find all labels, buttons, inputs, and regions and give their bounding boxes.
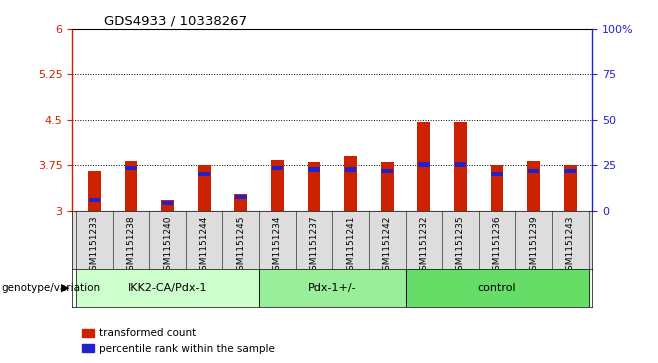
Text: control: control [478, 283, 517, 293]
Text: GSM1151237: GSM1151237 [309, 215, 318, 276]
Bar [235, 195, 247, 199]
Bar [527, 161, 540, 211]
Text: GSM1151238: GSM1151238 [126, 215, 136, 276]
Bar [492, 172, 503, 176]
Text: GSM1151235: GSM1151235 [456, 215, 465, 276]
Text: GSM1151234: GSM1151234 [273, 215, 282, 276]
Legend: transformed count, percentile rank within the sample: transformed count, percentile rank withi… [78, 324, 280, 358]
Bar [161, 200, 174, 211]
Bar [308, 167, 320, 172]
Bar [234, 193, 247, 211]
Bar [565, 169, 576, 174]
Bar [405, 269, 588, 307]
Text: GSM1151241: GSM1151241 [346, 215, 355, 276]
Bar [272, 166, 283, 170]
Text: GSM1151242: GSM1151242 [383, 215, 392, 276]
Text: GSM1151232: GSM1151232 [419, 215, 428, 276]
Text: genotype/variation: genotype/variation [1, 283, 101, 293]
Bar [491, 165, 503, 211]
Bar [344, 156, 357, 211]
Text: GSM1151233: GSM1151233 [90, 215, 99, 276]
Bar [76, 269, 259, 307]
Bar [162, 201, 173, 205]
Bar [528, 169, 540, 174]
Bar [417, 122, 430, 211]
Bar [454, 122, 467, 211]
Bar [259, 269, 405, 307]
Text: GSM1151245: GSM1151245 [236, 215, 245, 276]
Text: IKK2-CA/Pdx-1: IKK2-CA/Pdx-1 [128, 283, 207, 293]
Text: GSM1151243: GSM1151243 [566, 215, 574, 276]
Text: ▶: ▶ [61, 283, 69, 293]
Bar [124, 161, 138, 211]
Bar [199, 172, 210, 176]
Text: Pdx-1+/-: Pdx-1+/- [308, 283, 357, 293]
Bar [88, 171, 101, 211]
Bar [198, 165, 211, 211]
Bar [89, 197, 100, 202]
Bar [455, 163, 466, 167]
Bar [345, 167, 357, 172]
Text: GSM1151239: GSM1151239 [529, 215, 538, 276]
Text: GSM1151240: GSM1151240 [163, 215, 172, 276]
Bar [381, 162, 393, 211]
Bar [125, 166, 137, 170]
Bar [271, 160, 284, 211]
Bar [564, 165, 576, 211]
Bar [418, 163, 430, 167]
Bar [382, 169, 393, 174]
Text: GSM1151236: GSM1151236 [493, 215, 501, 276]
Text: GDS4933 / 10338267: GDS4933 / 10338267 [103, 15, 247, 28]
Text: GSM1151244: GSM1151244 [199, 215, 209, 276]
Bar [307, 162, 320, 211]
